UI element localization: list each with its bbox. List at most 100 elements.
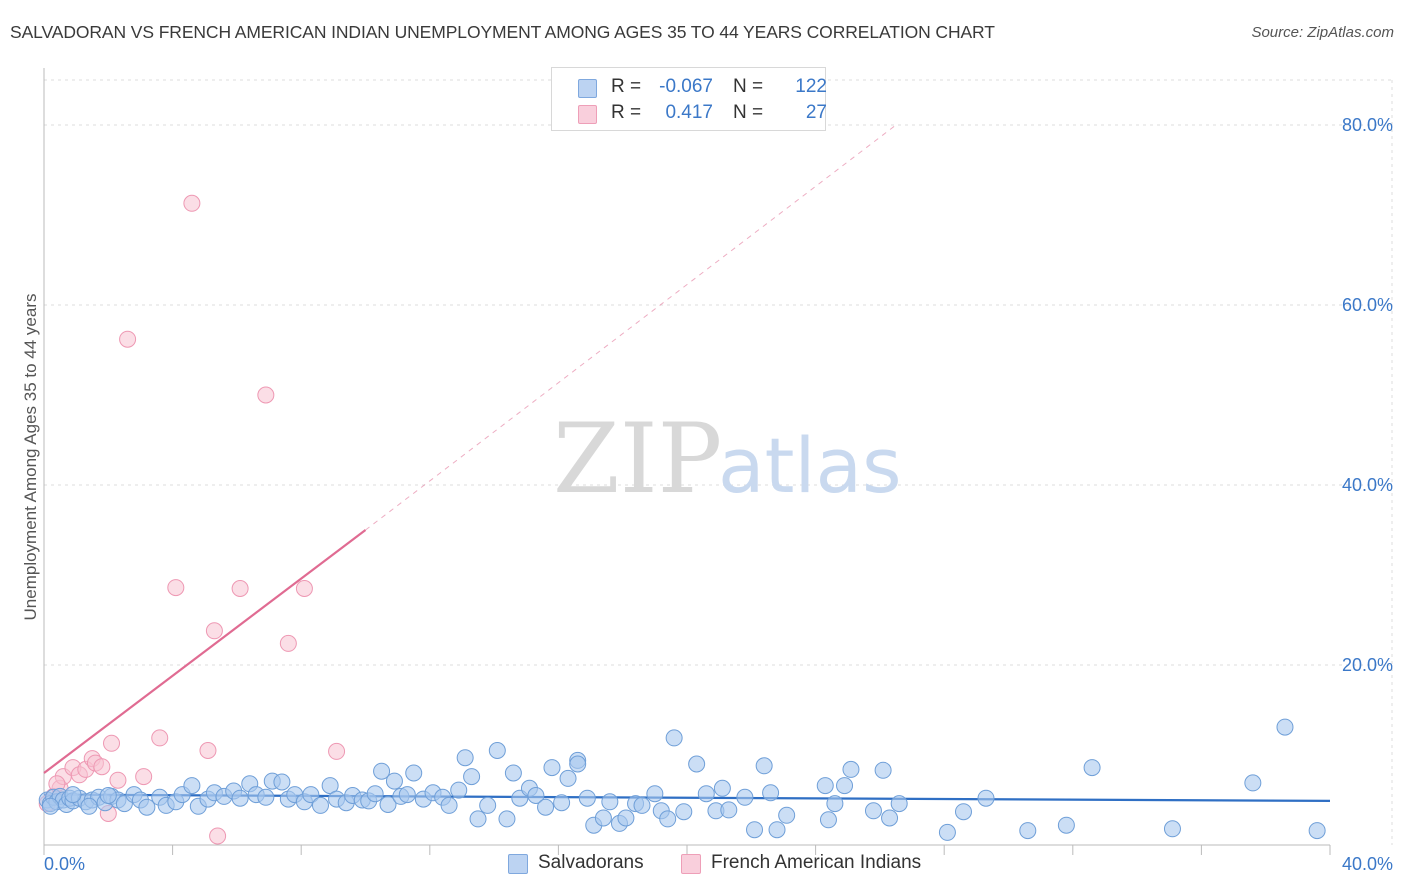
salvadoran-point [938,823,956,841]
salvadoran-point [688,755,706,773]
salvadoran-point [890,795,908,813]
salvadoran-point [469,810,487,828]
source-label: Source: ZipAtlas.com [1251,24,1394,41]
french-american-indian-point [205,622,223,640]
salvadoran-points [38,718,1326,841]
salvadoran-point [954,803,972,821]
french-american-indian-points [38,194,346,845]
salvadoran-point [569,755,587,773]
salvadoran-point [1276,718,1294,736]
legend-n-label: N = [733,102,764,123]
legend-r-value: -0.067 [659,76,713,97]
salvadoran-point [1163,820,1181,838]
salvadoran-point [665,729,683,747]
bottom-legend-swatch-pink [681,854,701,874]
french-american-indian-point [183,194,201,212]
y-axis-label: Unemployment Among Ages 35 to 44 years [21,294,40,621]
correlation-legend: R = -0.067 N = 122 R = 0.417 N = 27 [551,67,827,131]
salvadoran-point [559,769,577,787]
salvadoran-point [450,781,468,799]
salvadoran-point [463,768,481,786]
salvadoran-point [488,742,506,759]
salvadoran-point [720,801,738,819]
salvadoran-point [842,760,860,778]
salvadoran-point [977,789,995,807]
salvadoran-point [456,749,474,767]
legend-swatch-pink [578,105,597,124]
salvadoran-point [231,789,249,807]
salvadoran-point [257,788,275,806]
watermark-atlas: atlas [718,421,902,510]
axes [43,68,1331,855]
salvadoran-point [578,789,596,807]
french-american-indian-trend-line [43,529,367,774]
salvadoran-point [311,796,329,814]
bottom-legend-label: French American Indians [711,852,922,873]
salvadoran-point [183,777,201,795]
salvadoran-point [617,809,635,827]
salvadoran-point [440,796,458,814]
salvadoran-point [385,772,403,790]
bottom-legend-label: Salvadorans [538,852,644,873]
legend-r-value: 0.417 [665,102,713,123]
salvadoran-point [527,787,545,804]
salvadoran-point [736,788,754,806]
salvadoran-point [504,764,522,782]
legend-r-label: R = [611,76,642,97]
salvadoran-point [405,764,423,782]
legend-n-value: 122 [795,76,827,97]
salvadoran-point [594,809,612,827]
french-american-indian-point [109,771,127,789]
french-american-indian-point [231,580,249,597]
legend-r-label: R = [611,102,642,123]
salvadoran-point [826,795,844,813]
salvadoran-point [1244,774,1262,792]
salvadoran-point [633,796,651,814]
salvadoran-point [819,811,837,829]
salvadoran-point [80,797,98,815]
french-american-indian-point [119,330,137,348]
salvadoran-point [755,757,773,775]
salvadoran-point [646,785,664,803]
salvadoran-point [1308,822,1326,840]
y-tick-label: 60.0% [1342,295,1393,315]
legend-swatch-blue [578,79,597,98]
y-tick-label: 40.0% [1342,475,1393,495]
chart-title: SALVADORAN VS FRENCH AMERICAN INDIAN UNE… [10,22,995,42]
salvadoran-point [874,761,892,779]
french-american-indian-point [103,734,121,752]
legend-n-value: 27 [805,102,827,123]
salvadoran-point [659,810,677,828]
salvadoran-point [881,809,899,827]
salvadoran-point [601,793,619,811]
salvadoran-point [553,794,571,812]
salvadoran-point [379,796,397,813]
salvadoran-point [1057,816,1075,834]
salvadoran-point [746,821,764,839]
salvadoran-point [713,779,731,797]
legend-n-label: N = [733,76,764,97]
salvadoran-point [762,784,780,802]
salvadoran-point [302,786,320,804]
watermark: ZIP atlas [553,403,902,515]
salvadoran-point [836,777,854,795]
salvadoran-point [1019,822,1037,840]
french-american-indian-point [328,742,346,760]
salvadoran-point [543,759,561,777]
bottom-legend-swatch-blue [508,854,528,874]
salvadoran-point [138,798,156,816]
salvadoran-point [366,785,384,803]
x-tick-label-min: 0.0% [44,854,85,874]
watermark-zip: ZIP [553,403,722,515]
salvadoran-point [273,773,291,791]
french-american-indian-point [135,768,153,786]
salvadoran-point [697,785,715,803]
french-american-indian-trend-extension [365,124,897,531]
french-american-indian-point [257,386,275,404]
salvadoran-point [1083,759,1101,777]
tick-labels: 20.0% 40.0% 60.0% 80.0% 0.0% 40.0% [44,115,1393,874]
salvadoran-point [537,798,555,816]
y-tick-label: 80.0% [1342,115,1393,135]
french-american-indian-point [199,742,217,759]
